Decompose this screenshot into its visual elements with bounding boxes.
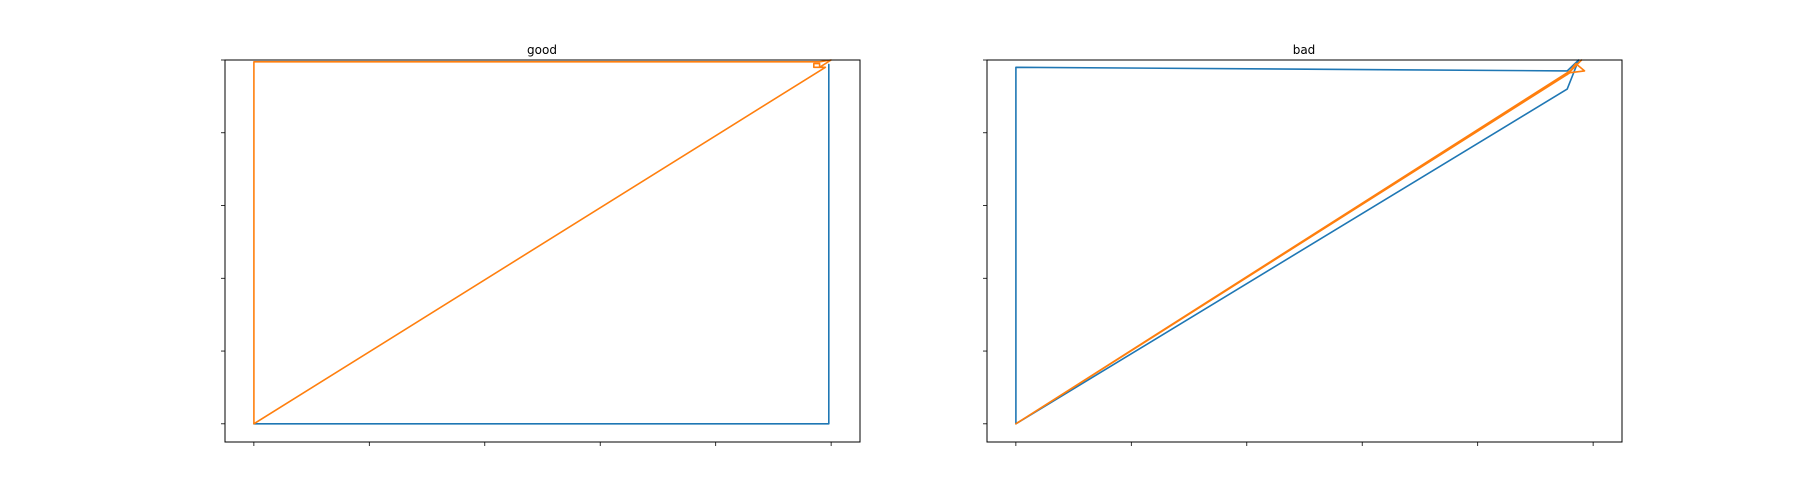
subplot-title-bad: bad	[1293, 43, 1316, 57]
subplot-title-good: good	[527, 43, 557, 57]
subplot-good: good	[221, 43, 861, 446]
subplot-bad: bad	[983, 43, 1623, 446]
axes-frame-bad	[986, 59, 1623, 443]
series-2-line-bad	[1015, 59, 1586, 425]
series-1-line-bad	[1015, 59, 1580, 425]
axes-frame-good	[224, 59, 861, 443]
series-1-line-good	[253, 63, 830, 425]
series-2-line-good	[253, 59, 832, 425]
